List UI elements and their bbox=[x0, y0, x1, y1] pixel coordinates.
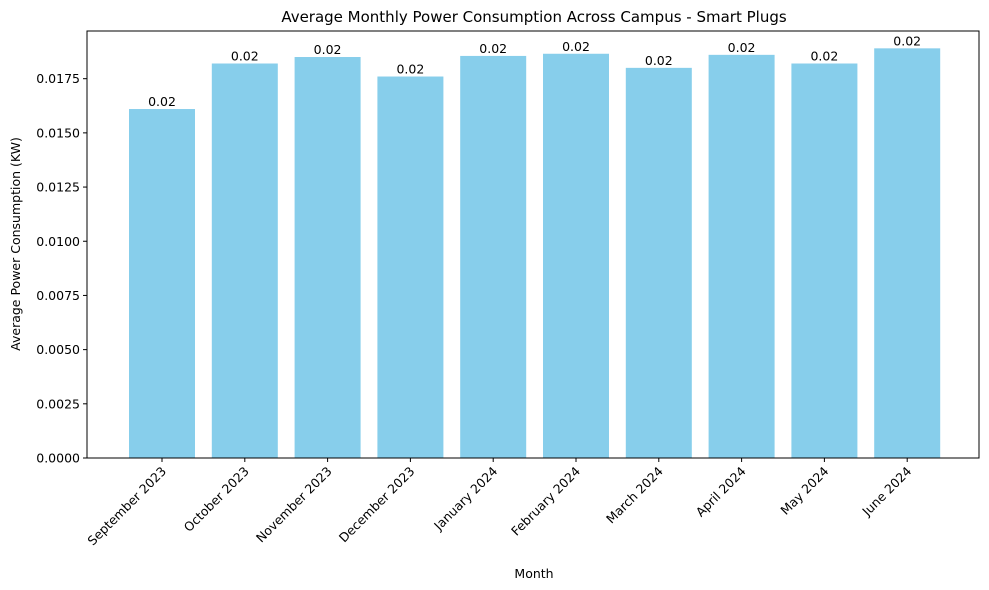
y-tick-label-3: 0.0050 bbox=[36, 342, 80, 357]
plot-area: 0.02 0.02 0.02 0.02 0.02 0.02 0.02 0.02 0.02 0.02… bbox=[36, 30, 980, 549]
bar-8 bbox=[708, 54, 775, 459]
data-label-8: 0.02 bbox=[728, 40, 756, 55]
bar-2 bbox=[211, 63, 278, 458]
y-tick-label-5: 0.0100 bbox=[36, 234, 80, 249]
y-axis-label: Average Power Consumption (KW) bbox=[8, 137, 23, 351]
bar-10 bbox=[874, 48, 941, 459]
data-label-9: 0.02 bbox=[810, 49, 838, 64]
data-label-6: 0.02 bbox=[562, 39, 590, 54]
x-tick-label-4: December 2023 bbox=[336, 464, 418, 546]
x-tick-label-1: September 2023 bbox=[84, 464, 169, 549]
data-label-5: 0.02 bbox=[479, 41, 507, 56]
bar-4 bbox=[377, 76, 444, 459]
x-tick-label-9: May 2024 bbox=[777, 463, 831, 517]
bar-9 bbox=[791, 63, 858, 458]
x-tick-label-3: November 2023 bbox=[253, 464, 335, 546]
x-tick-label-7: March 2024 bbox=[603, 463, 666, 526]
data-label-10: 0.02 bbox=[893, 33, 921, 48]
data-label-4: 0.02 bbox=[396, 62, 424, 77]
y-tick-label-7: 0.0150 bbox=[36, 125, 80, 140]
bar-6 bbox=[543, 53, 609, 458]
y-tick-label-1: 0.0000 bbox=[36, 451, 80, 466]
bar-1 bbox=[129, 109, 195, 458]
x-tick-label-6: February 2024 bbox=[508, 463, 583, 538]
bar-5 bbox=[460, 55, 527, 459]
y-tick-label-4: 0.0075 bbox=[36, 288, 80, 303]
y-tick-label-8: 0.0175 bbox=[36, 71, 80, 86]
axes-frame bbox=[86, 30, 980, 459]
x-tick-label-8: April 2024 bbox=[693, 463, 749, 519]
data-label-7: 0.02 bbox=[645, 53, 673, 68]
x-axis-label: Month bbox=[514, 566, 553, 581]
y-tick-label-6: 0.0125 bbox=[36, 180, 80, 195]
bar-3 bbox=[294, 57, 361, 458]
data-label-3: 0.02 bbox=[314, 42, 342, 57]
bar-7 bbox=[625, 67, 692, 458]
y-tick-label-2: 0.0025 bbox=[36, 396, 80, 411]
x-tick-label-10: June 2024 bbox=[858, 463, 914, 519]
data-label-1: 0.02 bbox=[148, 94, 176, 109]
x-tick-label-2: October 2023 bbox=[181, 464, 252, 535]
data-label-2: 0.02 bbox=[231, 49, 259, 64]
chart-title: Average Monthly Power Consumption Across… bbox=[281, 8, 787, 26]
x-tick-label-5: January 2024 bbox=[430, 463, 500, 533]
